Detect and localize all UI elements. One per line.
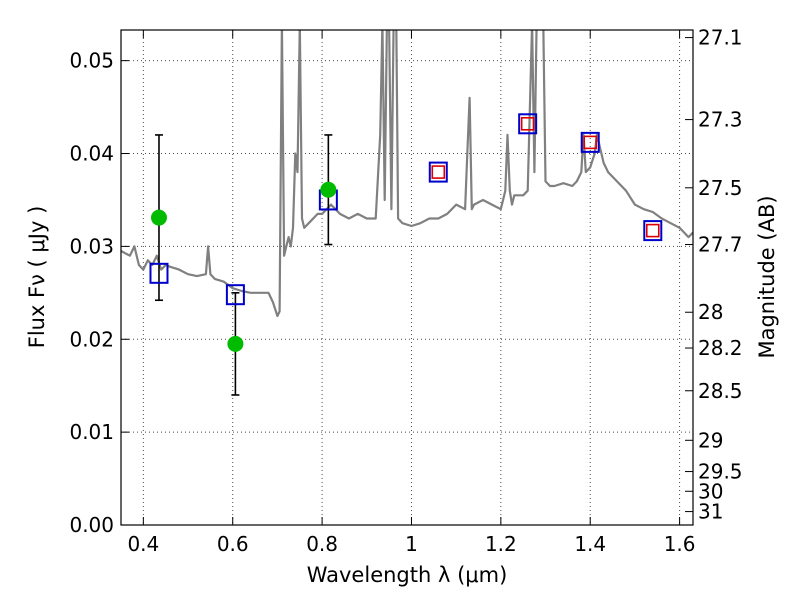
model-point	[225, 284, 245, 306]
y-axis-label: Flux Fν ( μJy )	[25, 206, 49, 349]
model-point	[149, 262, 169, 284]
ir-point	[520, 116, 535, 131]
x-tick-label: 0.8	[306, 532, 338, 556]
mag-tick-label: 29.5	[698, 460, 743, 484]
model-point	[428, 161, 448, 183]
x-tick-label: 1.2	[485, 532, 517, 556]
y-tick-label: 0.05	[69, 49, 114, 73]
mag-tick-label: 28.2	[698, 336, 743, 360]
x-tick-label: 1	[405, 532, 418, 556]
model-point	[518, 113, 538, 135]
mag-tick-label: 27.1	[698, 26, 743, 50]
plot-background	[121, 30, 693, 525]
x-tick-label: 0.4	[127, 532, 159, 556]
y-tick-label: 0.00	[69, 513, 114, 537]
plot-frame	[120, 29, 694, 526]
model-point	[580, 131, 600, 153]
ir-point	[645, 223, 660, 238]
y-tick-label: 0.02	[69, 327, 114, 351]
x-tick-label: 1.6	[664, 532, 696, 556]
mag-tick-label: 27.7	[698, 233, 743, 257]
mag-tick-label: 28	[698, 300, 723, 324]
marker-layer	[149, 113, 663, 396]
mag-tick-label: 27.3	[698, 108, 743, 132]
x-tick-label: 0.6	[217, 532, 249, 556]
x-axis-label: Wavelength λ (μm)	[307, 563, 508, 587]
mag-tick-label: 29	[698, 428, 723, 452]
observed-point	[227, 335, 244, 352]
x-tick-label: 1.4	[574, 532, 606, 556]
mag-tick-label: 31	[698, 500, 723, 524]
mag-tick-label: 27.5	[698, 176, 743, 200]
ir-point	[583, 135, 598, 150]
observed-point	[320, 181, 337, 198]
mag-tick-label: 28.5	[698, 379, 743, 403]
y-tick-label: 0.03	[69, 234, 114, 258]
observed-point	[150, 209, 167, 226]
ticks: 0.4 0.6 0.8 1 1.2 1.4 1.6 0.00 0.01 0.02 0.03 0.04 0…	[69, 26, 742, 556]
ir-point	[431, 165, 446, 179]
y-tick-label: 0.01	[69, 420, 114, 444]
y2-axis-label: Magnitude (AB)	[755, 195, 779, 358]
model-point	[643, 220, 663, 242]
mag-tick-label: 30	[698, 479, 723, 503]
y-tick-label: 0.04	[69, 142, 114, 166]
